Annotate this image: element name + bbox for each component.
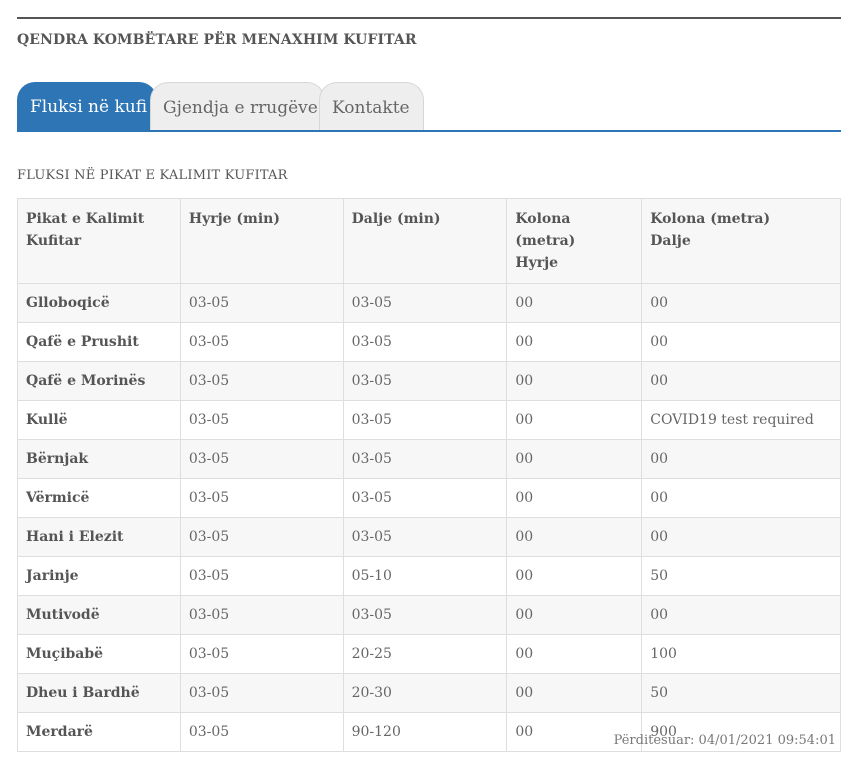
table-row: Muçibabë 03-05 20-25 00 100	[17, 634, 841, 674]
cell-queue-entry: 00	[506, 400, 643, 440]
border-flow-table: Pikat e Kalimit Kufitar Hyrje (min) Dalj…	[17, 198, 841, 752]
cell-queue-entry: 00	[506, 517, 643, 557]
tab-label: Fluksi në kufi	[30, 97, 148, 117]
cell-queue-entry: 00	[506, 673, 643, 713]
column-header-queue-entry: Kolona (metra) Hyrje	[506, 198, 643, 284]
table-row: Qafë e Morinës 03-05 03-05 00 00	[17, 361, 841, 401]
tab-gjendja-e-rrugeve[interactable]: Gjendja e rrugëve	[150, 82, 325, 130]
cell-exit-min: 03-05	[342, 478, 508, 518]
cell-crossing-point: Qafë e Prushit	[17, 322, 181, 362]
cell-queue-exit: 900	[641, 712, 841, 752]
cell-crossing-point: Hani i Elezit	[17, 517, 181, 557]
cell-crossing-point: Muçibabë	[17, 634, 181, 674]
cell-queue-exit: 00	[641, 595, 841, 635]
cell-entry-min: 03-05	[179, 556, 344, 596]
cell-entry-min: 03-05	[179, 283, 344, 323]
cell-entry-min: 03-05	[179, 517, 344, 557]
cell-exit-min: 03-05	[342, 283, 508, 323]
table-row: Mutivodë 03-05 03-05 00 00	[17, 595, 841, 635]
cell-queue-exit: 50	[641, 673, 841, 713]
tab-label: Gjendja e rrugëve	[163, 98, 318, 118]
column-header-entry-min: Hyrje (min)	[179, 198, 344, 284]
cell-exit-min: 03-05	[342, 322, 508, 362]
cell-entry-min: 03-05	[179, 712, 344, 752]
table-row: Merdarë 03-05 90-120 00 900	[17, 712, 841, 752]
cell-entry-min: 03-05	[179, 439, 344, 479]
table-row: Dheu i Bardhë 03-05 20-30 00 50	[17, 673, 841, 713]
tabs-underline	[17, 130, 841, 132]
cell-crossing-point: Kullë	[17, 400, 181, 440]
cell-queue-exit: 00	[641, 361, 841, 401]
top-divider	[17, 17, 841, 19]
cell-crossing-point: Jarinje	[17, 556, 181, 596]
cell-exit-min: 20-30	[342, 673, 508, 713]
cell-entry-min: 03-05	[179, 400, 344, 440]
table-row: Hani i Elezit 03-05 03-05 00 00	[17, 517, 841, 557]
cell-exit-min: 03-05	[342, 400, 508, 440]
cell-entry-min: 03-05	[179, 673, 344, 713]
cell-crossing-point: Qafë e Morinës	[17, 361, 181, 401]
cell-queue-exit: 100	[641, 634, 841, 674]
tab-bar: Fluksi në kufi Gjendja e rrugëve Kontakt…	[17, 82, 841, 132]
cell-queue-exit: 00	[641, 439, 841, 479]
cell-queue-exit: COVID19 test required	[641, 400, 841, 440]
cell-entry-min: 03-05	[179, 361, 344, 401]
cell-queue-entry: 00	[506, 634, 643, 674]
table-row: Bërnjak 03-05 03-05 00 00	[17, 439, 841, 479]
cell-queue-exit: 00	[641, 322, 841, 362]
cell-exit-min: 03-05	[342, 361, 508, 401]
table-row: Kullë 03-05 03-05 00 COVID19 test required	[17, 400, 841, 440]
cell-queue-entry: 00	[506, 361, 643, 401]
cell-exit-min: 03-05	[342, 517, 508, 557]
cell-queue-entry: 00	[506, 283, 643, 323]
cell-entry-min: 03-05	[179, 595, 344, 635]
table-row: Vërmicë 03-05 03-05 00 00	[17, 478, 841, 518]
table-row: Jarinje 03-05 05-10 00 50	[17, 556, 841, 596]
section-title: FLUKSI NË PIKAT E KALIMIT KUFITAR	[17, 168, 288, 183]
cell-crossing-point: Mutivodë	[17, 595, 181, 635]
cell-crossing-point: Dheu i Bardhë	[17, 673, 181, 713]
table-header-row: Pikat e Kalimit Kufitar Hyrje (min) Dalj…	[17, 198, 841, 284]
page-title: QENDRA KOMBËTARE PËR MENAXHIM KUFITAR	[17, 32, 417, 48]
tab-fluksi-ne-kufi[interactable]: Fluksi në kufi	[17, 82, 157, 130]
cell-queue-entry: 00	[506, 712, 643, 752]
cell-crossing-point: Bërnjak	[17, 439, 181, 479]
last-updated: Përditesuar: 04/01/2021 09:54:01	[613, 733, 836, 748]
cell-exit-min: 03-05	[342, 595, 508, 635]
cell-queue-entry: 00	[506, 595, 643, 635]
cell-entry-min: 03-05	[179, 322, 344, 362]
tab-label: Kontakte	[332, 98, 410, 118]
cell-entry-min: 03-05	[179, 634, 344, 674]
cell-queue-entry: 00	[506, 322, 643, 362]
cell-exit-min: 05-10	[342, 556, 508, 596]
cell-crossing-point: Vërmicë	[17, 478, 181, 518]
cell-queue-entry: 00	[506, 439, 643, 479]
table-row: Glloboqicë 03-05 03-05 00 00	[17, 283, 841, 323]
column-header-crossing-point: Pikat e Kalimit Kufitar	[17, 198, 181, 284]
cell-queue-exit: 00	[641, 517, 841, 557]
column-header-queue-exit: Kolona (metra) Dalje	[641, 198, 841, 284]
cell-queue-entry: 00	[506, 556, 643, 596]
cell-crossing-point: Glloboqicë	[17, 283, 181, 323]
cell-crossing-point: Merdarë	[17, 712, 181, 752]
cell-queue-exit: 00	[641, 283, 841, 323]
cell-queue-exit: 50	[641, 556, 841, 596]
column-header-exit-min: Dalje (min)	[342, 198, 508, 284]
cell-exit-min: 90-120	[342, 712, 508, 752]
cell-queue-entry: 00	[506, 478, 643, 518]
cell-queue-exit: 00	[641, 478, 841, 518]
cell-exit-min: 03-05	[342, 439, 508, 479]
tab-kontakte[interactable]: Kontakte	[319, 82, 424, 130]
table-row: Qafë e Prushit 03-05 03-05 00 00	[17, 322, 841, 362]
cell-exit-min: 20-25	[342, 634, 508, 674]
cell-entry-min: 03-05	[179, 478, 344, 518]
